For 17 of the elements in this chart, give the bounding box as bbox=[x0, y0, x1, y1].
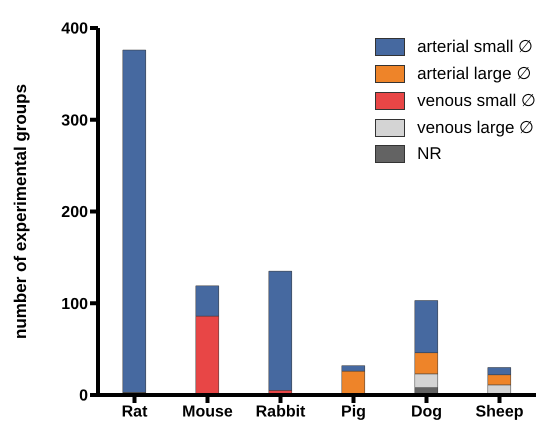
x-tick-label: Sheep bbox=[475, 403, 524, 420]
y-axis-title: number of experimental groups bbox=[11, 84, 30, 340]
x-tick-label: Rabbit bbox=[256, 403, 306, 420]
y-tick-label: 0 bbox=[79, 388, 88, 405]
y-tick-label: 300 bbox=[61, 112, 88, 130]
x-tick-label: Pig bbox=[341, 403, 366, 420]
legend-label: arterial small ∅ bbox=[417, 36, 534, 57]
y-tick-label: 200 bbox=[61, 204, 88, 222]
y-tick-label: 400 bbox=[61, 20, 88, 38]
x-tick-label: Mouse bbox=[182, 403, 233, 420]
legend-label: venous large ∅ bbox=[417, 117, 534, 138]
y-tick-label: 100 bbox=[61, 296, 88, 313]
x-tick-label: Rat bbox=[122, 403, 148, 420]
legend-label: NR bbox=[417, 144, 442, 164]
legend-label: arterial large ∅ bbox=[417, 63, 532, 84]
x-tick-label: Dog bbox=[410, 403, 442, 420]
legend-label: venous small ∅ bbox=[417, 90, 536, 111]
